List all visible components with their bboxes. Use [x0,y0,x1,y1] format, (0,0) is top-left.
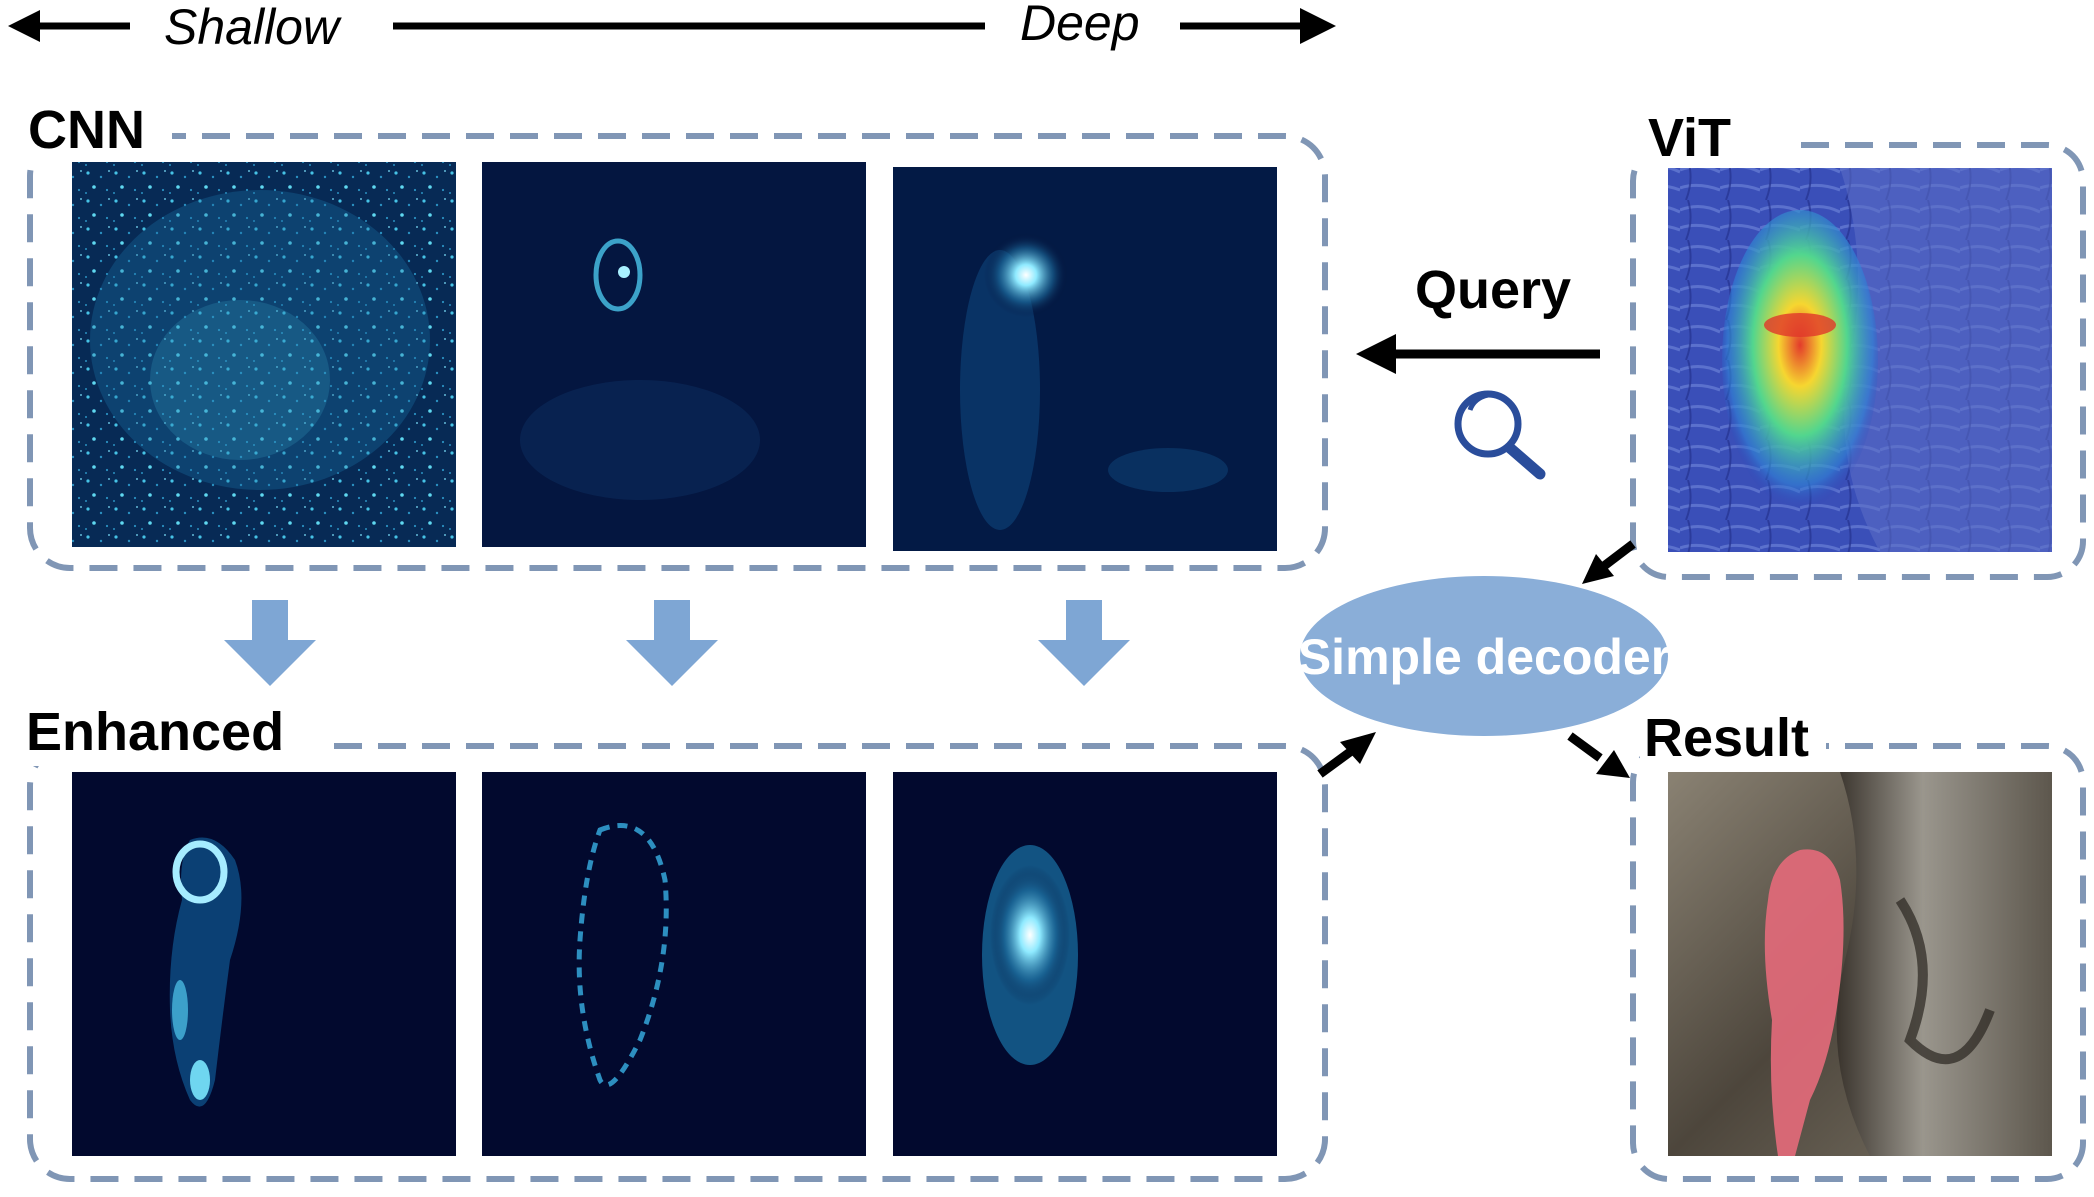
query-label: Query [1415,260,1571,320]
magnifier-icon [1454,390,1546,480]
decoder-to-result-arrowhead [1596,750,1630,778]
cnn-feature-map-middle [482,162,866,547]
decoder-ellipse [1300,576,1668,736]
owl-mask [1764,849,1844,1156]
result-segmentation-image [1668,772,2052,1156]
query-arrowhead [1356,334,1396,374]
axis-left-arrowhead [8,10,40,42]
enhanced-feature-map-2 [482,772,866,1156]
cnn-title-mask [22,100,172,162]
enhanced-dashed-frame [27,743,1328,1182]
enhanced-to-decoder-arrowhead [1340,732,1376,764]
enhanced-to-decoder-line [1317,748,1353,778]
vit-title-mask [1640,105,1790,165]
vit-to-decoder-line [1601,540,1636,570]
axis-right-arrowhead [1300,8,1336,44]
decoder-label: Simple decoder [1298,629,1670,685]
vit-group: ViT [1630,105,2086,580]
depth-axis: Shallow Deep [8,0,1336,55]
vit-dashed-frame [1630,142,2086,580]
enhanced-title: Enhanced [26,702,284,762]
vit-attention-image [1668,168,2052,552]
cnn-feature-map-shallow [72,162,456,547]
result-dashed-frame [1630,743,2086,1182]
cnn-dashed-frame [27,133,1328,571]
cnn-feature-map-deep [893,167,1277,551]
query-group: Query [1356,260,1600,480]
result-title-mask [1640,708,1826,766]
down-arrows [224,600,1130,686]
cnn-title: CNN [28,100,145,160]
result-group: Result [1630,708,2086,1182]
vit-to-decoder-arrowhead [1582,554,1614,584]
enhanced-feature-map-1 [72,772,456,1156]
cnn-group: CNN [22,100,1328,571]
enhanced-group: Enhanced [22,700,1328,1182]
vit-title: ViT [1648,108,1731,168]
decoder-to-result-line [1567,732,1603,762]
axis-label-deep: Deep [1020,0,1140,51]
enhanced-title-mask [22,700,322,766]
down-arrow-1 [224,600,316,686]
down-arrow-3 [1038,600,1130,686]
down-arrow-2 [626,600,718,686]
result-title: Result [1644,708,1809,768]
decoder-group: Simple decoder [1298,540,1670,778]
axis-label-shallow: Shallow [164,0,342,55]
enhanced-feature-map-3 [893,772,1277,1156]
